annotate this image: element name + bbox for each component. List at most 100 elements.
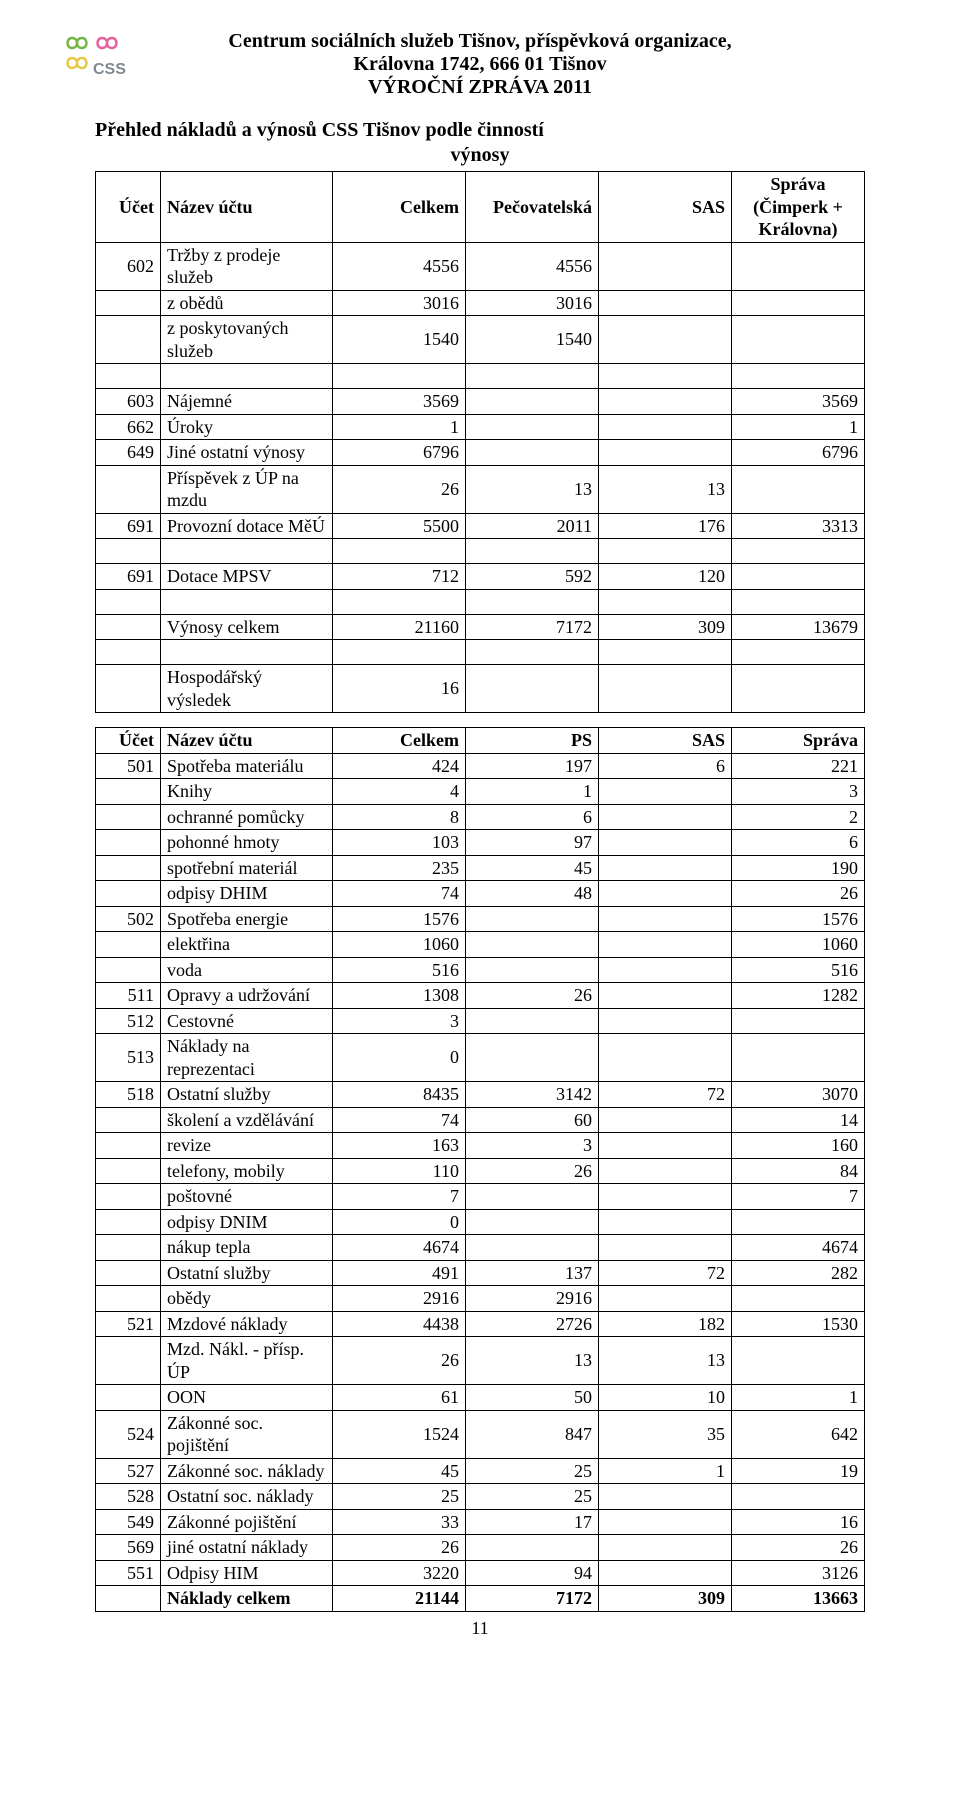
cell-value: [599, 983, 732, 1009]
cell-nazev: Zákonné soc. pojištění: [161, 1410, 333, 1458]
col-header-ucet: Účet: [96, 172, 161, 243]
cell-nazev: Náklady na reprezentaci: [161, 1034, 333, 1082]
table-row: Hospodářský výsledek16: [96, 665, 865, 713]
cell-value: 120: [599, 564, 732, 590]
col-header-sas: SAS: [599, 172, 732, 243]
cell-value: [732, 290, 865, 316]
cell-value: 25: [333, 1484, 466, 1510]
cell-value: [466, 906, 599, 932]
cell-ucet: 518: [96, 1082, 161, 1108]
col-header-nazev: Název účtu: [161, 728, 333, 754]
table-header-row: Účet Název účtu Celkem Pečovatelská SAS …: [96, 172, 865, 243]
empty-cell: [161, 364, 333, 389]
empty-cell: [732, 364, 865, 389]
cell-value: 14: [732, 1107, 865, 1133]
cell-ucet: 602: [96, 242, 161, 290]
cell-value: 491: [333, 1260, 466, 1286]
cell-value: 5500: [333, 513, 466, 539]
cell-ucet: [96, 1107, 161, 1133]
table-row: školení a vzdělávání746014: [96, 1107, 865, 1133]
cell-value: 1524: [333, 1410, 466, 1458]
cell-nazev: Mzd. Nákl. - přísp. ÚP: [161, 1337, 333, 1385]
empty-cell: [466, 640, 599, 665]
table-row: [96, 364, 865, 389]
cell-value: [466, 957, 599, 983]
empty-cell: [732, 640, 865, 665]
cell-value: 3: [466, 1133, 599, 1159]
page-number: 11: [95, 1618, 865, 1639]
empty-cell: [96, 640, 161, 665]
cell-value: 3313: [732, 513, 865, 539]
cell-nazev: telefony, mobily: [161, 1158, 333, 1184]
cell-value: 1576: [333, 906, 466, 932]
cell-value: 1: [732, 1385, 865, 1411]
revenues-table: Účet Název účtu Celkem Pečovatelská SAS …: [95, 171, 865, 713]
cell-ucet: 524: [96, 1410, 161, 1458]
css-logo: CSS: [60, 30, 130, 100]
cell-ucet: 528: [96, 1484, 161, 1510]
cell-value: 6: [466, 804, 599, 830]
col-header-pecov: Pečovatelská: [466, 172, 599, 243]
cell-value: 8: [333, 804, 466, 830]
cell-value: [599, 389, 732, 415]
cell-value: 13663: [732, 1586, 865, 1612]
cell-value: 8435: [333, 1082, 466, 1108]
cell-value: 35: [599, 1410, 732, 1458]
cell-value: [599, 1133, 732, 1159]
cell-ucet: 691: [96, 513, 161, 539]
costs-table: Účet Název účtu Celkem PS SAS Správa 501…: [95, 727, 865, 1612]
cell-value: [599, 1184, 732, 1210]
cell-value: [732, 564, 865, 590]
empty-cell: [96, 364, 161, 389]
table-row: 549Zákonné pojištění331716: [96, 1509, 865, 1535]
cell-value: 1282: [732, 983, 865, 1009]
cell-nazev: školení a vzdělávání: [161, 1107, 333, 1133]
cell-value: [599, 440, 732, 466]
cell-value: 74: [333, 881, 466, 907]
cell-value: [732, 1337, 865, 1385]
cell-nazev: odpisy DNIM: [161, 1209, 333, 1235]
table-row: 511Opravy a udržování1308261282: [96, 983, 865, 1009]
cell-value: 25: [466, 1458, 599, 1484]
document-header: Centrum sociálních služeb Tišnov, příspě…: [95, 30, 865, 99]
cell-value: 3142: [466, 1082, 599, 1108]
cell-nazev: z obědů: [161, 290, 333, 316]
cell-value: 1: [333, 414, 466, 440]
cell-nazev: jiné ostatní náklady: [161, 1535, 333, 1561]
cell-nazev: ochranné pomůcky: [161, 804, 333, 830]
table-row: Knihy413: [96, 779, 865, 805]
cell-ucet: 502: [96, 906, 161, 932]
col-header-celkem: Celkem: [333, 728, 466, 754]
empty-cell: [161, 539, 333, 564]
cell-nazev: Ostatní služby: [161, 1260, 333, 1286]
cell-value: [466, 1209, 599, 1235]
cell-ucet: [96, 1286, 161, 1312]
table-row: 569jiné ostatní náklady2626: [96, 1535, 865, 1561]
table-row: z poskytovaných služeb15401540: [96, 316, 865, 364]
cell-ucet: [96, 465, 161, 513]
cell-value: 1540: [333, 316, 466, 364]
cell-value: [732, 665, 865, 713]
cell-value: [732, 316, 865, 364]
table-row: Náklady celkem21144717230913663: [96, 1586, 865, 1612]
cell-nazev: Zákonné pojištění: [161, 1509, 333, 1535]
cell-ucet: 527: [96, 1458, 161, 1484]
col-header-ps: PS: [466, 728, 599, 754]
table-row: 691Dotace MPSV712592120: [96, 564, 865, 590]
cell-value: [599, 855, 732, 881]
cell-value: 3569: [333, 389, 466, 415]
cell-value: 21160: [333, 614, 466, 640]
empty-cell: [599, 539, 732, 564]
cell-value: 7: [732, 1184, 865, 1210]
cell-value: 4674: [732, 1235, 865, 1261]
cell-value: 110: [333, 1158, 466, 1184]
cell-value: [466, 1184, 599, 1210]
table-row: obědy29162916: [96, 1286, 865, 1312]
cell-nazev: Jiné ostatní výnosy: [161, 440, 333, 466]
document-page: CSS Centrum sociálních služeb Tišnov, př…: [0, 0, 960, 1659]
cell-value: 235: [333, 855, 466, 881]
table-row: telefony, mobily1102684: [96, 1158, 865, 1184]
col-header-sas: SAS: [599, 728, 732, 754]
table-row: [96, 539, 865, 564]
cell-value: 26: [466, 1158, 599, 1184]
